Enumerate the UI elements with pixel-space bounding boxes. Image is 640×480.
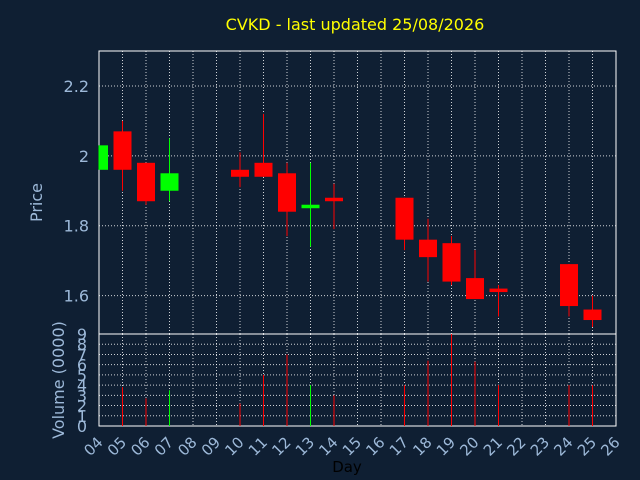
x-tick-label: 15 [339, 433, 365, 459]
candle-body-day-6 [137, 162, 155, 202]
chart-title: CVKD - last updated 25/08/2026 [226, 15, 485, 34]
candle-body-day-18 [419, 239, 437, 258]
volume-axis-label: Volume (0000) [49, 321, 68, 439]
x-tick-label: 07 [151, 433, 177, 459]
volume-tick-label: 6 [77, 356, 87, 375]
x-tick-label: 21 [480, 433, 506, 459]
candle-body-day-13 [301, 204, 320, 209]
price-tick-label: 2.2 [64, 77, 89, 96]
price-tick-label: 2 [79, 147, 89, 166]
volume-tick-label: 5 [77, 366, 87, 385]
price-tick-label: 1.8 [64, 217, 89, 236]
x-tick-label: 23 [527, 433, 553, 459]
x-tick-label: 08 [174, 433, 200, 459]
candle-body-day-10 [231, 169, 249, 177]
volume-tick-label: 7 [77, 345, 87, 364]
candle-body-day-7 [160, 173, 179, 191]
x-tick-label: 18 [409, 433, 435, 459]
volume-tick-label: 1 [77, 407, 87, 426]
x-tick-label: 25 [574, 433, 600, 459]
x-tick-label: 04 [80, 433, 106, 459]
price-tick-label: 1.6 [64, 287, 89, 306]
candle-body-day-24 [560, 264, 578, 307]
x-tick-label: 09 [198, 433, 224, 459]
price-panel: 1.6 1.8 2 2.2 Price [27, 50, 617, 335]
price-gridlines [99, 51, 616, 334]
x-tick-label: 11 [245, 433, 271, 459]
volume-gridlines [99, 334, 616, 426]
x-tick-label: 06 [127, 433, 153, 459]
x-tick-label: 24 [550, 433, 576, 459]
x-axis-ticks: 0405060708091011121314151617181920212223… [80, 433, 623, 459]
candle-bodies [99, 131, 602, 321]
volume-tick-label: 0 [77, 417, 87, 436]
x-tick-label: 20 [456, 433, 482, 459]
volume-tick-label: 8 [77, 335, 87, 354]
volume-tick-label: 2 [77, 397, 87, 416]
candle-body-day-20 [466, 278, 484, 300]
x-tick-label: 16 [362, 433, 388, 459]
x-tick-label: 14 [315, 433, 341, 459]
x-tick-label: 12 [268, 433, 294, 459]
candle-body-day-5 [113, 131, 132, 170]
x-tick-label: 22 [503, 433, 529, 459]
candle-body-day-19 [442, 243, 461, 282]
candle-body-day-25 [583, 309, 602, 321]
candle-body-day-11 [254, 162, 273, 177]
candle-wicks [98, 113, 593, 328]
x-tick-label: 05 [104, 433, 130, 459]
price-axis-label: Price [27, 183, 46, 222]
x-axis-label: Day [332, 458, 362, 476]
volume-tick-label: 9 [77, 325, 87, 344]
volume-tick-label: 4 [77, 376, 87, 395]
candle-body-day-12 [278, 173, 296, 212]
x-tick-label: 10 [221, 433, 247, 459]
volume-bars [122, 334, 593, 426]
candle-body-day-14 [325, 197, 343, 202]
candle-body-day-21 [489, 288, 508, 293]
x-tick-label: 26 [597, 433, 623, 459]
price-y-ticks: 1.6 1.8 2 2.2 [64, 77, 89, 306]
candle-body-day-4 [99, 145, 108, 170]
candle-body-day-17 [395, 197, 414, 240]
volume-tick-label: 3 [77, 386, 87, 405]
x-tick-label: 19 [433, 433, 459, 459]
x-tick-label: 13 [292, 433, 318, 459]
x-tick-label: 17 [386, 433, 412, 459]
